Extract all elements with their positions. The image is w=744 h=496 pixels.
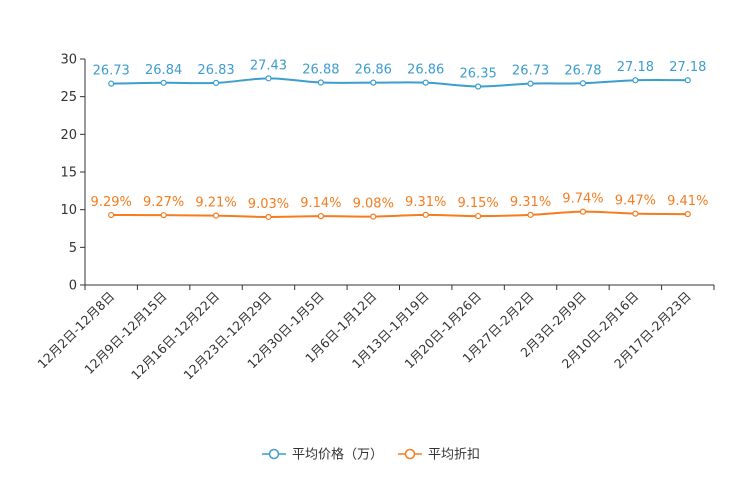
data-label: 26.83 [197,63,234,78]
data-label: 9.03% [248,197,289,212]
x-tick-label: 12月16日-12月22日 [128,289,222,383]
series-group: 26.73 26.84 26.83 27.43 26.88 26.86 26.86 26.35… [91,58,708,221]
data-label: 9.41% [667,194,708,209]
data-label: 26.86 [355,63,392,78]
data-label: 9.31% [510,195,551,210]
data-label: 27.43 [250,58,287,73]
data-point[interactable] [632,210,639,217]
series-line [111,77,688,88]
data-label: 26.78 [564,63,601,78]
data-point[interactable] [579,208,587,215]
data-point[interactable] [265,75,272,82]
data-point[interactable] [527,211,534,218]
data-label: 9.15% [457,196,498,211]
data-label: 9.47% [615,194,656,209]
y-tick-label: 0 [69,279,77,294]
data-label: 26.84 [145,63,182,78]
y-tick-label: 20 [60,128,77,143]
data-label: 9.74% [562,192,603,207]
data-point[interactable] [475,212,482,220]
x-axis-ticks: 12月2日-12月8日12月9日-12月15日12月16日-12月22日12月2… [34,285,715,383]
data-point[interactable] [108,80,115,87]
data-label: 26.73 [512,64,549,79]
series-2: 9.29% 9.27% 9.21% 9.03% 9.14% 9.08% 9.31% 9.15%… [91,192,708,221]
data-point[interactable] [579,80,587,87]
data-label: 27.18 [669,60,706,75]
y-axis-ticks: 0 5 10 15 20 25 30 [60,53,85,294]
data-point[interactable] [370,79,377,86]
y-tick-label: 30 [60,53,77,68]
legend-item-1[interactable]: 平均价格（万） [262,447,383,463]
data-point[interactable] [212,79,220,86]
legend-circle-marker [268,448,280,460]
data-label: 26.73 [93,64,130,79]
data-point[interactable] [632,77,639,84]
legend-circle-marker [404,448,416,460]
series-1: 26.73 26.84 26.83 27.43 26.88 26.86 26.86 26.35… [93,58,706,90]
y-tick-label: 5 [69,241,77,256]
data-point[interactable] [160,212,167,219]
data-point[interactable] [422,211,429,218]
data-label: 9.31% [405,195,446,210]
data-label: 9.08% [353,197,394,212]
data-label: 26.35 [460,66,497,81]
data-point[interactable] [108,211,115,219]
data-label: 9.14% [300,196,341,211]
legend-label: 平均价格（万） [292,447,383,463]
legend[interactable]: 平均价格（万） 平均折扣 [262,447,480,463]
data-label: 9.29% [91,195,132,210]
data-point[interactable] [212,212,220,219]
data-point[interactable] [684,77,691,84]
series-line [111,210,688,218]
y-tick-label: 25 [60,90,77,105]
y-tick-label: 10 [60,203,77,218]
data-point[interactable] [160,79,167,86]
data-point[interactable] [475,83,482,90]
data-label: 9.27% [143,195,184,210]
legend-item-2[interactable]: 平均折扣 [398,448,480,463]
data-label: 9.21% [195,196,236,211]
data-point[interactable] [317,213,324,220]
data-point[interactable] [370,213,377,220]
data-label: 26.86 [407,63,444,78]
data-point[interactable] [265,213,272,221]
chart-axes [84,59,714,286]
data-point[interactable] [422,79,429,86]
x-tick-label: 12月23日-12月29日 [180,289,274,383]
data-point[interactable] [527,80,534,87]
data-label: 27.18 [617,60,654,75]
data-point[interactable] [317,79,324,86]
data-label: 26.88 [302,63,339,78]
y-tick-label: 15 [60,166,77,181]
data-point[interactable] [684,211,691,218]
legend-label: 平均折扣 [428,448,480,463]
